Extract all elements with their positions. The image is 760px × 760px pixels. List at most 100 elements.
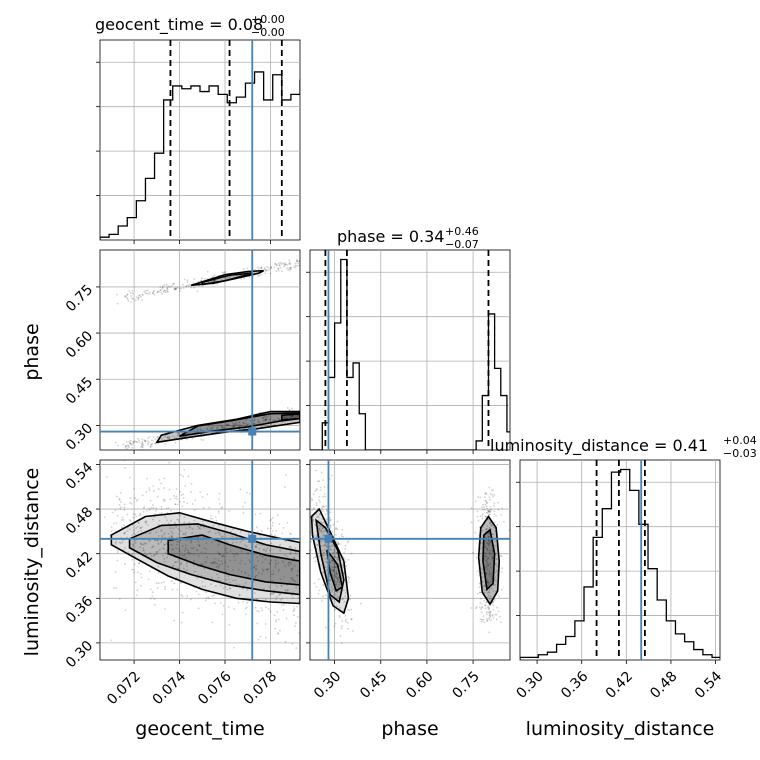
- sample-point: [160, 511, 163, 514]
- sample-point: [291, 407, 293, 410]
- sample-point: [302, 577, 304, 579]
- sample-point: [339, 635, 342, 637]
- sample-point: [322, 530, 325, 533]
- sample-point: [216, 573, 219, 576]
- sample-point: [293, 607, 296, 610]
- sample-point: [279, 629, 281, 632]
- sample-point: [175, 495, 178, 498]
- sample-point: [279, 543, 281, 546]
- sample-point: [201, 585, 204, 588]
- sample-point: [261, 555, 264, 558]
- sample-point: [359, 602, 362, 605]
- sample-point: [332, 569, 335, 572]
- sample-point: [203, 277, 206, 280]
- sample-point: [491, 557, 494, 559]
- sample-point: [235, 421, 237, 424]
- sample-point: [148, 436, 151, 438]
- sample-point: [141, 442, 143, 445]
- sample-point: [239, 562, 242, 565]
- sample-point: [487, 535, 490, 538]
- sample-point: [344, 620, 347, 623]
- sample-point: [493, 502, 496, 505]
- sample-point: [487, 535, 490, 538]
- sample-point: [130, 443, 133, 446]
- sample-point: [334, 533, 337, 536]
- sample-point: [156, 539, 159, 542]
- sample-point: [221, 427, 224, 430]
- sample-point: [331, 551, 334, 554]
- truth-point: [324, 534, 333, 543]
- sample-point: [270, 267, 273, 270]
- sample-point: [196, 536, 199, 539]
- sample-point: [336, 558, 339, 561]
- sample-point: [180, 621, 183, 624]
- sample-point: [272, 573, 275, 575]
- sample-point: [180, 287, 183, 290]
- sample-point: [302, 417, 304, 419]
- sample-point: [321, 521, 324, 524]
- sample-point: [487, 582, 489, 585]
- sample-point: [174, 288, 177, 291]
- sample-point: [265, 419, 267, 421]
- sample-point: [218, 553, 221, 555]
- sample-point: [246, 552, 249, 555]
- sample-point: [294, 622, 297, 624]
- sample-point: [350, 552, 353, 555]
- sample-point: [220, 584, 222, 587]
- sample-point: [216, 426, 219, 429]
- sample-point: [170, 530, 173, 533]
- sample-point: [270, 518, 273, 521]
- sample-point: [341, 642, 343, 644]
- sample-point: [249, 419, 252, 422]
- sample-point: [190, 541, 192, 544]
- sample-point: [151, 595, 154, 598]
- sample-point: [129, 439, 132, 442]
- sample-point: [347, 608, 349, 611]
- sample-point: [229, 530, 232, 533]
- sample-point: [244, 572, 247, 575]
- sample-point: [292, 415, 295, 417]
- sample-point: [500, 621, 502, 624]
- sample-point: [175, 488, 178, 490]
- sample-point: [341, 598, 344, 601]
- sample-point: [171, 532, 174, 534]
- sample-point: [204, 561, 207, 564]
- sample-point: [286, 588, 289, 591]
- sample-point: [476, 515, 479, 518]
- sample-point: [245, 422, 247, 425]
- sample-point: [192, 286, 195, 289]
- sample-point: [163, 547, 165, 550]
- sample-point: [153, 290, 156, 292]
- sample-point: [150, 443, 152, 446]
- tick-label-y: 0.30: [63, 638, 96, 671]
- sample-point: [214, 562, 217, 564]
- sample-point: [277, 632, 279, 635]
- sample-point: [296, 258, 298, 261]
- sample-point: [254, 568, 257, 571]
- sample-point: [138, 294, 141, 296]
- sample-point: [493, 521, 496, 524]
- density-fill: [326, 549, 343, 591]
- sample-point: [489, 611, 492, 614]
- sample-point: [211, 562, 214, 565]
- sample-point: [264, 415, 267, 418]
- sample-point: [499, 615, 501, 618]
- sample-point: [242, 421, 244, 424]
- sample-point: [235, 541, 238, 544]
- sample-point: [234, 553, 237, 555]
- sample-point: [264, 419, 266, 422]
- sample-point: [156, 495, 159, 498]
- sample-point: [204, 599, 207, 602]
- sample-point: [485, 572, 488, 575]
- sample-point: [325, 569, 327, 572]
- sample-point: [167, 507, 170, 510]
- sample-point: [349, 598, 351, 601]
- sample-point: [200, 551, 203, 554]
- sample-point: [321, 471, 323, 474]
- sample-point: [169, 285, 172, 288]
- sample-point: [244, 581, 247, 584]
- sample-point: [343, 551, 345, 554]
- tick-label-x: 0.30: [311, 668, 344, 701]
- sample-point: [486, 561, 489, 563]
- sample-point: [182, 533, 185, 535]
